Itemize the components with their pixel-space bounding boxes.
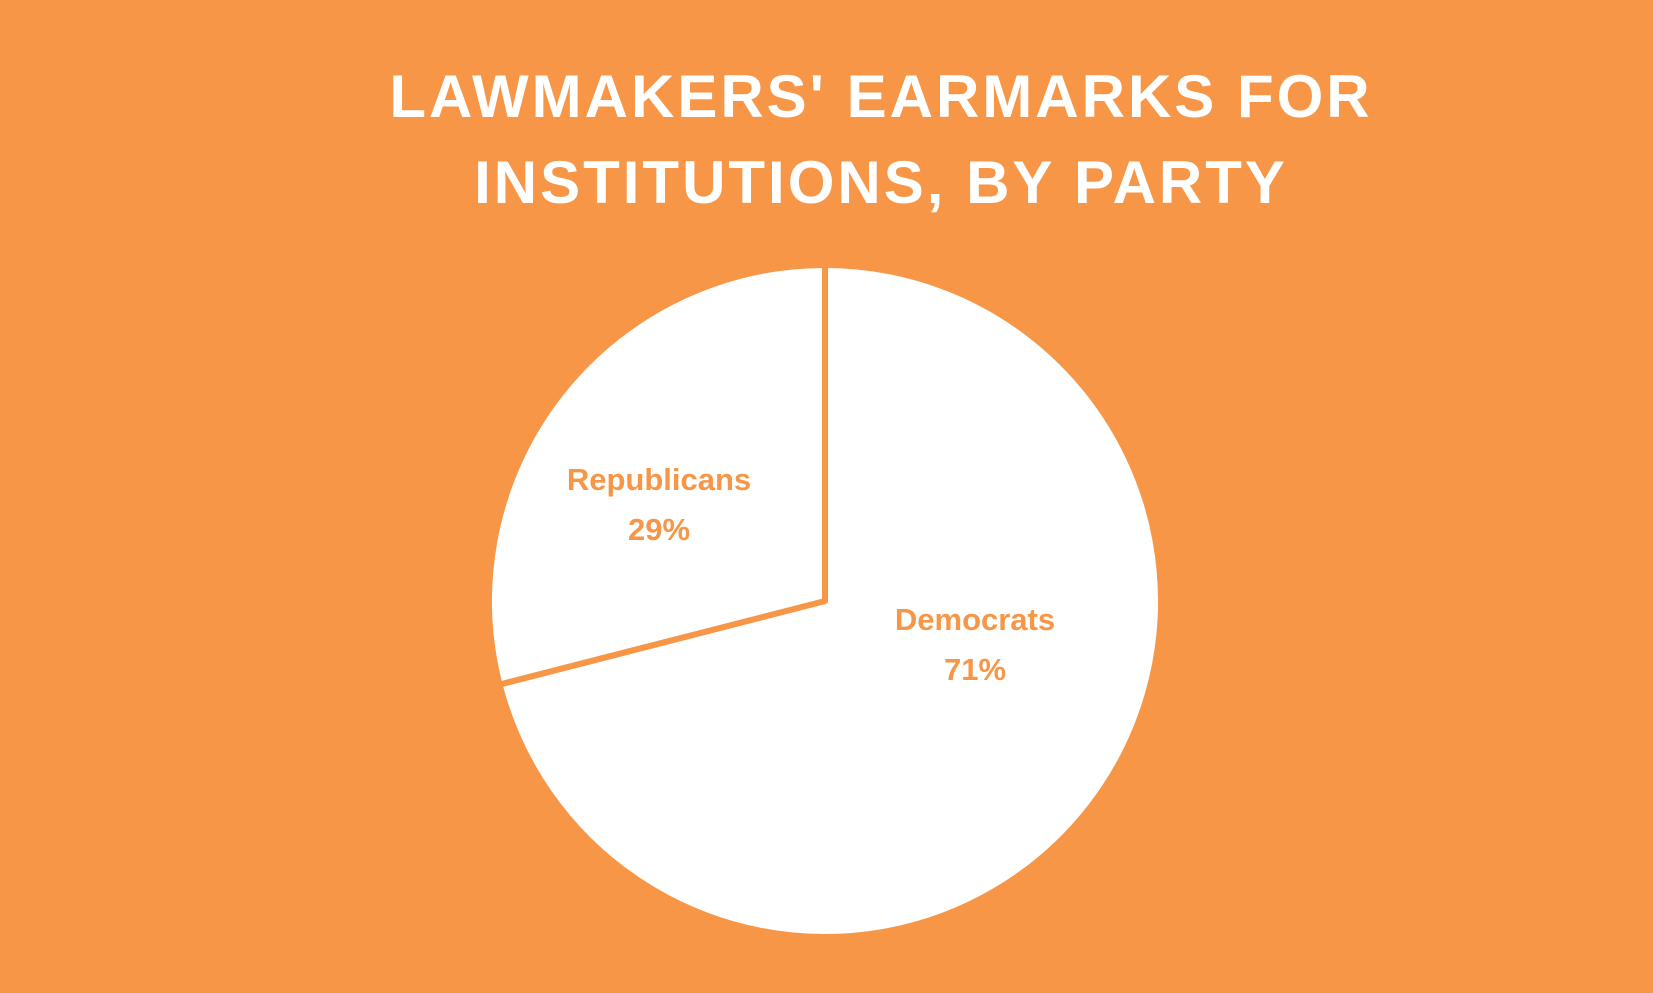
slice-value-label: 71% [944,652,1006,687]
chart-title: LAWMAKERS' EARMARKS FOR INSTITUTIONS, BY… [389,63,1373,216]
slice-value-label: 29% [628,512,690,547]
pie-slice [486,262,828,688]
pie-slice [496,262,1164,940]
slice-category-label: Republicans [567,462,751,497]
slice-category-label: Democrats [895,602,1055,637]
